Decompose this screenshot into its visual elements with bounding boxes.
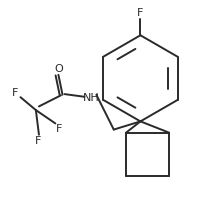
Text: O: O [54, 64, 62, 74]
Text: F: F [56, 124, 62, 134]
Text: F: F [136, 8, 143, 18]
Text: F: F [12, 88, 19, 98]
Text: F: F [34, 136, 41, 146]
Text: NH: NH [82, 93, 99, 103]
